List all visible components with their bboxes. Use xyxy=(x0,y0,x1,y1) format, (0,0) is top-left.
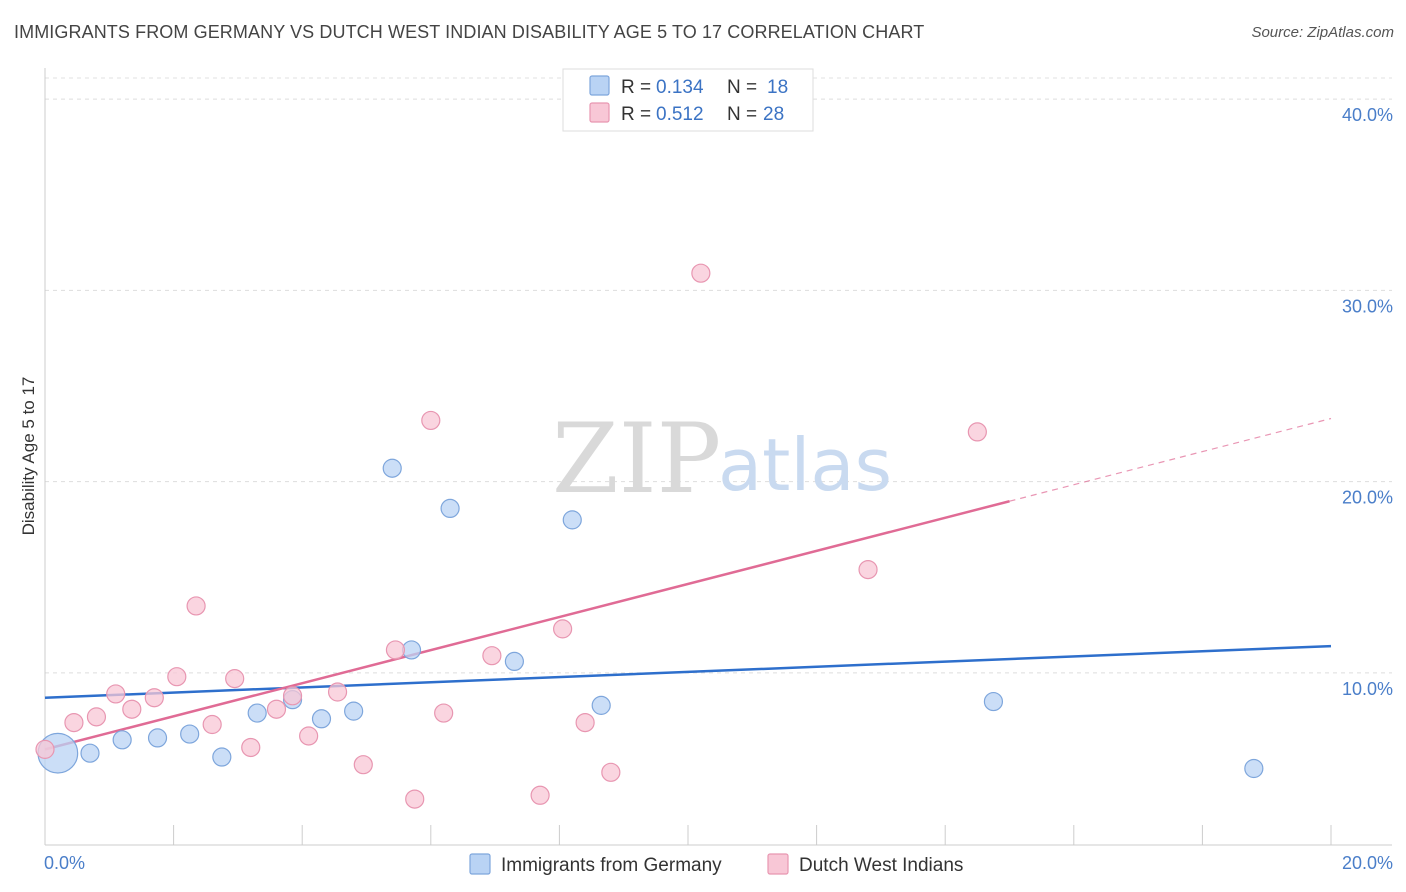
data-point-s1-0 xyxy=(35,739,55,759)
data-point-s1-2 xyxy=(86,707,107,727)
data-point-s1-9 xyxy=(225,669,245,689)
data-point-s0-2 xyxy=(112,730,132,750)
tick-labels: 10.0% 20.0% 30.0% 40.0% 0.0% 20.0% xyxy=(44,105,1393,873)
data-point-s0-8 xyxy=(311,709,332,729)
data-point-s1-1 xyxy=(64,712,84,733)
legend-swatch-germany xyxy=(589,75,610,96)
watermark: ZIP atlas xyxy=(552,403,892,515)
data-point-s0-6 xyxy=(247,703,267,723)
source-credit: Source: ZipAtlas.com xyxy=(1251,24,1394,41)
data-point-s0-14 xyxy=(562,510,582,530)
series-legend-label-dutch-west-indians: Dutch West Indians xyxy=(799,855,963,876)
data-point-s0-10 xyxy=(382,458,402,478)
data-point-s1-25 xyxy=(691,263,711,283)
stats-legend: R = 0.134 N = 18 R = 0.512 N = 28 xyxy=(562,68,814,132)
trend-line-0 xyxy=(44,644,1332,699)
data-point-s1-5 xyxy=(144,688,164,708)
legend-n-value-2: 28 xyxy=(763,104,784,125)
watermark-atlas: atlas xyxy=(718,423,892,507)
data-point-s1-19 xyxy=(434,703,454,723)
data-point-s1-24 xyxy=(601,762,621,782)
legend-n-label-1: N = xyxy=(727,77,757,98)
legend-n-value-1: 18 xyxy=(767,77,788,98)
y-tick-label-2: 30.0% xyxy=(1342,296,1393,316)
y-tick-label-3: 40.0% xyxy=(1342,105,1393,125)
data-point-s1-6 xyxy=(167,667,187,687)
data-point-s0-12 xyxy=(440,498,460,518)
trend-line-1 xyxy=(44,500,1010,751)
data-point-s1-20 xyxy=(482,646,502,666)
x-tick-label-1: 20.0% xyxy=(1342,853,1393,873)
data-point-s0-1 xyxy=(80,743,100,763)
y-tick-label-1: 20.0% xyxy=(1342,488,1393,508)
data-point-s1-11 xyxy=(266,699,287,719)
trend-lines xyxy=(44,417,1332,751)
legend-r-value-2: 0.512 xyxy=(656,104,704,125)
data-point-s1-14 xyxy=(327,682,348,702)
data-point-s1-18 xyxy=(421,410,441,431)
axes xyxy=(44,68,1392,846)
legend-r-label-2: R = xyxy=(621,104,651,125)
data-point-s1-13 xyxy=(299,726,319,746)
data-points xyxy=(35,263,1264,809)
x-tick-label-0: 0.0% xyxy=(44,853,85,873)
data-point-s1-22 xyxy=(553,619,573,639)
data-point-s1-3 xyxy=(106,684,126,704)
data-point-s0-4 xyxy=(180,724,200,744)
data-point-s0-15 xyxy=(591,695,611,715)
data-point-s0-11 xyxy=(401,640,422,660)
data-point-s1-8 xyxy=(202,714,222,735)
watermark-zip: ZIP xyxy=(552,403,721,515)
legend-swatch-dutch-west-indians xyxy=(589,102,610,123)
legend-r-label-1: R = xyxy=(621,77,651,98)
y-tick-label-0: 10.0% xyxy=(1342,679,1393,699)
y-axis-label: Disability Age 5 to 17 xyxy=(19,377,38,536)
data-point-s1-12 xyxy=(282,686,303,706)
grid-lines xyxy=(45,77,1392,674)
data-point-s0-13 xyxy=(504,651,524,672)
data-point-s0-9 xyxy=(344,701,364,721)
series-legend-label-germany: Immigrants from Germany xyxy=(501,855,722,876)
series-legend-swatch-germany xyxy=(469,853,491,875)
data-point-s0-16 xyxy=(983,691,1004,712)
data-point-s1-15 xyxy=(353,755,373,775)
data-point-s1-23 xyxy=(575,712,595,733)
data-point-s1-10 xyxy=(241,737,261,758)
data-point-s0-5 xyxy=(212,747,232,767)
data-point-s1-21 xyxy=(530,785,550,805)
legend-r-value-1: 0.134 xyxy=(656,77,704,98)
data-point-s1-27 xyxy=(967,422,987,442)
data-point-s1-26 xyxy=(858,559,878,580)
legend-n-label-2: N = xyxy=(727,104,757,125)
data-point-s1-16 xyxy=(385,640,406,660)
series-legend: Immigrants from Germany Dutch West India… xyxy=(469,853,963,876)
chart-title: IMMIGRANTS FROM GERMANY VS DUTCH WEST IN… xyxy=(14,22,925,42)
data-point-s1-7 xyxy=(186,596,206,616)
series-legend-swatch-dutch-west-indians xyxy=(767,853,789,875)
data-point-s0-3 xyxy=(147,728,168,748)
data-point-s1-17 xyxy=(405,789,425,809)
data-point-s1-4 xyxy=(122,699,142,719)
data-point-s0-17 xyxy=(1244,758,1264,779)
trend-line-extension-1 xyxy=(1009,417,1332,502)
